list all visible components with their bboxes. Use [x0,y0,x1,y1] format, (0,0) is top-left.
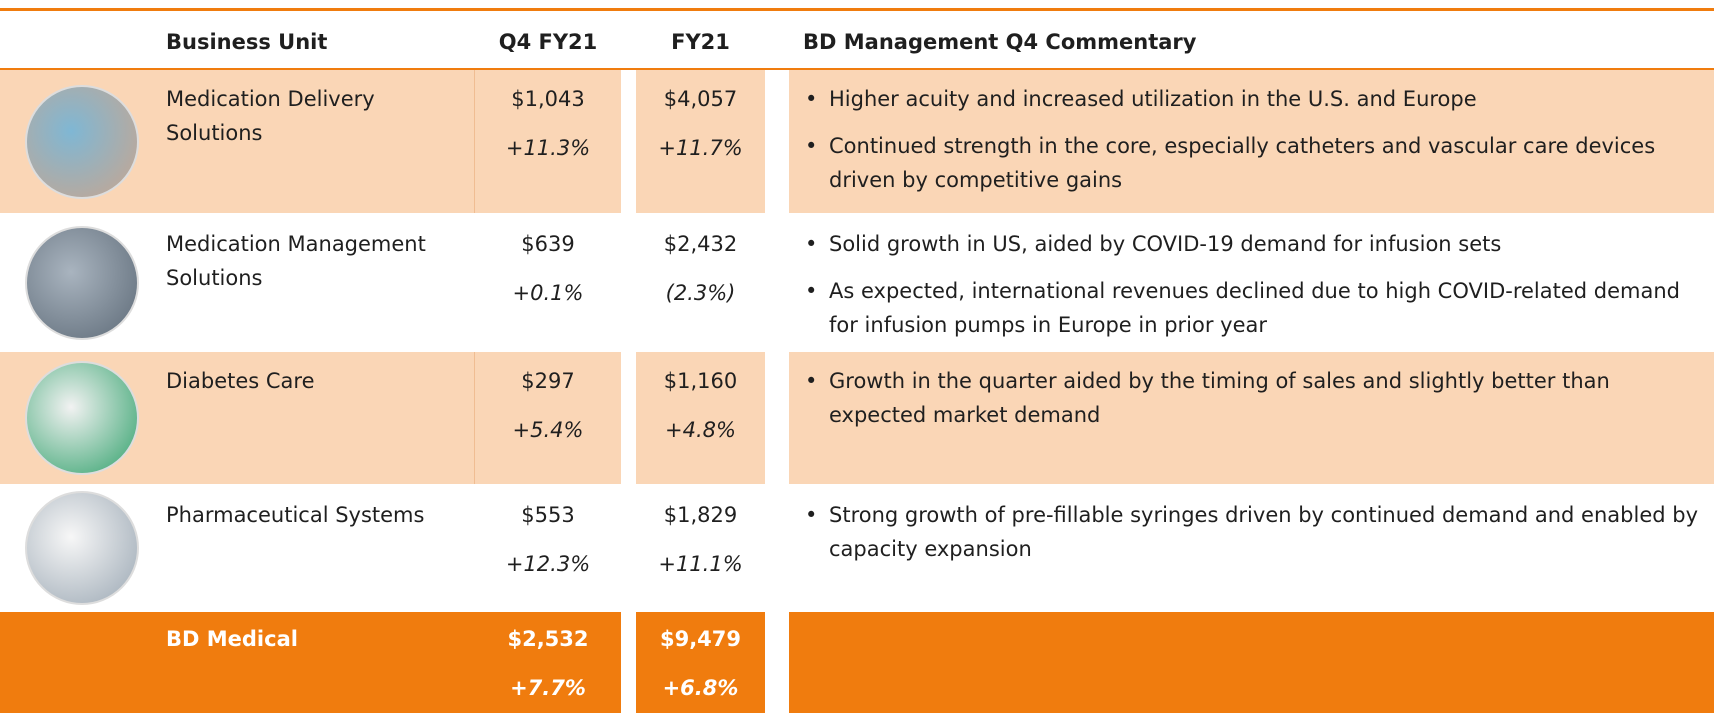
cell-divider [474,70,475,213]
q4-growth: +0.1% [512,281,584,305]
q4-growth: +12.3% [505,552,591,576]
business-unit: Diabetes Care [166,369,315,393]
business-unit: Pharmaceutical Systems [166,503,425,527]
commentary-bullet: As expected, international revenues decl… [795,274,1705,342]
fy-growth: +11.7% [658,136,743,160]
q4-growth: +11.3% [505,136,591,160]
business-unit: Medication Management Solutions [166,232,426,290]
header-cell: BD Management Q4 Commentary [803,30,1197,54]
q4-sales: $639 [521,232,575,256]
header-cell: Business Unit [166,30,328,54]
fy-growth: +11.1% [658,552,743,576]
total-fy: $9,479 [659,627,742,651]
fy-sales: $1,829 [663,503,738,527]
total-band [636,612,765,713]
row-band [636,352,765,484]
product-image [25,361,139,475]
fy-growth: (2.3%) [665,281,736,305]
commentary-bullet: Continued strength in the core, especial… [795,129,1705,197]
commentary-bullet: Strong growth of pre-fillable syringes d… [795,498,1705,566]
header-cell: Q4 FY21 [498,30,598,54]
total-q4-growth: +7.7% [510,676,586,700]
header-rule [0,68,1714,70]
commentary: Strong growth of pre-fillable syringes d… [795,498,1705,579]
product-image [25,491,139,605]
q4-sales: $553 [521,503,575,527]
commentary: Higher acuity and increased utilization … [795,82,1705,210]
commentary: Solid growth in US, aided by COVID-19 de… [795,227,1705,355]
q4-growth: +5.4% [512,418,584,442]
fy-sales: $4,057 [663,87,738,111]
product-image [25,84,139,199]
total-unit: BD Medical [166,627,298,651]
top-rule [0,8,1714,11]
business-unit: Medication Delivery Solutions [166,87,375,145]
commentary-bullet: Higher acuity and increased utilization … [795,82,1705,116]
total-fy-growth: +6.8% [662,676,739,700]
commentary: Growth in the quarter aided by the timin… [795,364,1705,445]
header-cell: FY21 [671,30,730,54]
fy-sales: $1,160 [663,369,738,393]
fy-sales: $2,432 [663,232,738,256]
total-q4: $2,532 [507,627,589,651]
commentary-bullet: Growth in the quarter aided by the timin… [795,364,1705,432]
total-band [0,612,621,713]
q4-sales: $297 [521,369,575,393]
q4-sales: $1,043 [511,87,585,111]
fy-growth: +4.8% [665,418,736,442]
product-image [25,225,139,340]
cell-divider [474,352,475,484]
row-band [636,70,765,213]
total-band [789,612,1714,713]
commentary-bullet: Solid growth in US, aided by COVID-19 de… [795,227,1705,261]
